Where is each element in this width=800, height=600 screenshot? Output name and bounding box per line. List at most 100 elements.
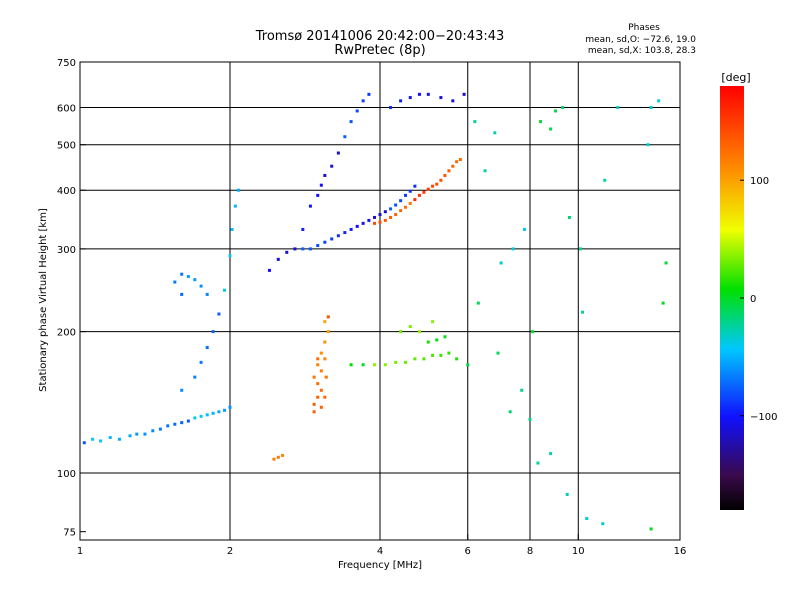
- data-point: [585, 517, 589, 521]
- data-point: [417, 193, 421, 197]
- y-tick-label: 200: [57, 328, 76, 339]
- y-tick-label: 500: [57, 141, 76, 152]
- data-point: [355, 109, 359, 113]
- x-tick-label: 4: [377, 546, 383, 557]
- data-point: [319, 351, 323, 355]
- x-tick-label: 2: [227, 546, 233, 557]
- data-point: [455, 160, 459, 164]
- data-point: [82, 441, 86, 445]
- data-point: [312, 375, 316, 379]
- data-point: [417, 330, 421, 334]
- data-point: [422, 357, 426, 361]
- data-point: [399, 209, 403, 213]
- data-point: [217, 410, 221, 414]
- data-point: [180, 272, 184, 276]
- data-point: [323, 173, 327, 177]
- data-point: [603, 178, 607, 182]
- data-point: [378, 213, 382, 217]
- data-point: [399, 199, 403, 203]
- data-point: [205, 292, 209, 296]
- data-point: [323, 240, 327, 244]
- colorbar-ticks: 100 0 −100: [740, 176, 777, 423]
- data-point: [230, 227, 234, 231]
- data-point: [316, 382, 320, 386]
- data-point: [308, 204, 312, 208]
- data-point: [520, 388, 524, 392]
- data-point: [323, 395, 327, 399]
- data-point: [180, 292, 184, 296]
- data-point: [173, 280, 177, 284]
- data-point: [426, 92, 430, 96]
- data-point: [403, 360, 407, 364]
- data-point: [330, 164, 334, 168]
- data-point: [323, 340, 327, 344]
- data-point: [661, 301, 665, 305]
- data-point: [646, 143, 650, 147]
- data-point: [91, 437, 95, 441]
- data-point: [581, 310, 585, 314]
- data-point: [413, 357, 417, 361]
- data-point: [223, 408, 227, 412]
- data-point: [373, 215, 377, 219]
- data-point: [616, 106, 620, 110]
- data-point: [523, 227, 527, 231]
- data-point: [180, 421, 184, 425]
- data-point: [431, 184, 435, 188]
- data-point: [408, 201, 412, 205]
- data-point: [565, 492, 569, 496]
- data-point: [319, 405, 323, 409]
- data-point: [316, 395, 320, 399]
- x-tick-label: 8: [527, 546, 533, 557]
- data-point: [417, 92, 421, 96]
- data-point: [180, 388, 184, 392]
- data-point: [367, 218, 371, 222]
- data-point: [293, 247, 297, 251]
- gridlines: [80, 62, 680, 540]
- data-point: [308, 247, 312, 251]
- data-point: [361, 221, 365, 225]
- x-tick-label: 10: [572, 546, 585, 557]
- data-point: [439, 178, 443, 182]
- data-point: [166, 424, 170, 428]
- data-point: [447, 169, 451, 173]
- data-point: [336, 151, 340, 155]
- data-point: [323, 357, 327, 361]
- data-point: [361, 99, 365, 103]
- data-point: [483, 169, 487, 173]
- data-point: [199, 360, 203, 364]
- data-point: [211, 330, 215, 334]
- data-point: [117, 437, 121, 441]
- data-point: [135, 432, 139, 436]
- data-point: [443, 335, 447, 339]
- data-point: [426, 187, 430, 191]
- data-point: [223, 288, 227, 292]
- data-point: [367, 92, 371, 96]
- data-point: [186, 419, 190, 423]
- y-axis-label: Stationary phase Virtual Height [km]: [38, 208, 49, 392]
- data-point: [462, 92, 466, 96]
- x-tick-label: 1: [77, 546, 83, 557]
- data-point: [205, 413, 209, 417]
- chart-subtitle: RwPretec (8p): [334, 43, 425, 58]
- data-point: [422, 190, 426, 194]
- data-point: [511, 247, 515, 251]
- plot-frame: [79, 61, 681, 541]
- colorbar-tick-label: 100: [750, 176, 769, 187]
- colorbar-tick-label: −100: [750, 412, 777, 423]
- x-tick-label: 16: [674, 546, 687, 557]
- data-point: [539, 120, 543, 124]
- data-point: [373, 363, 377, 367]
- data-point: [435, 338, 439, 342]
- data-point: [205, 346, 209, 350]
- data-point: [458, 158, 462, 162]
- data-point: [343, 231, 347, 235]
- data-point: [561, 106, 565, 110]
- data-point: [394, 360, 398, 364]
- data-point: [193, 375, 197, 379]
- data-point: [316, 193, 320, 197]
- data-point: [361, 363, 365, 367]
- phase-stats-o: mean, sd,O: −72.6, 19.0: [585, 35, 696, 45]
- data-point: [408, 325, 412, 329]
